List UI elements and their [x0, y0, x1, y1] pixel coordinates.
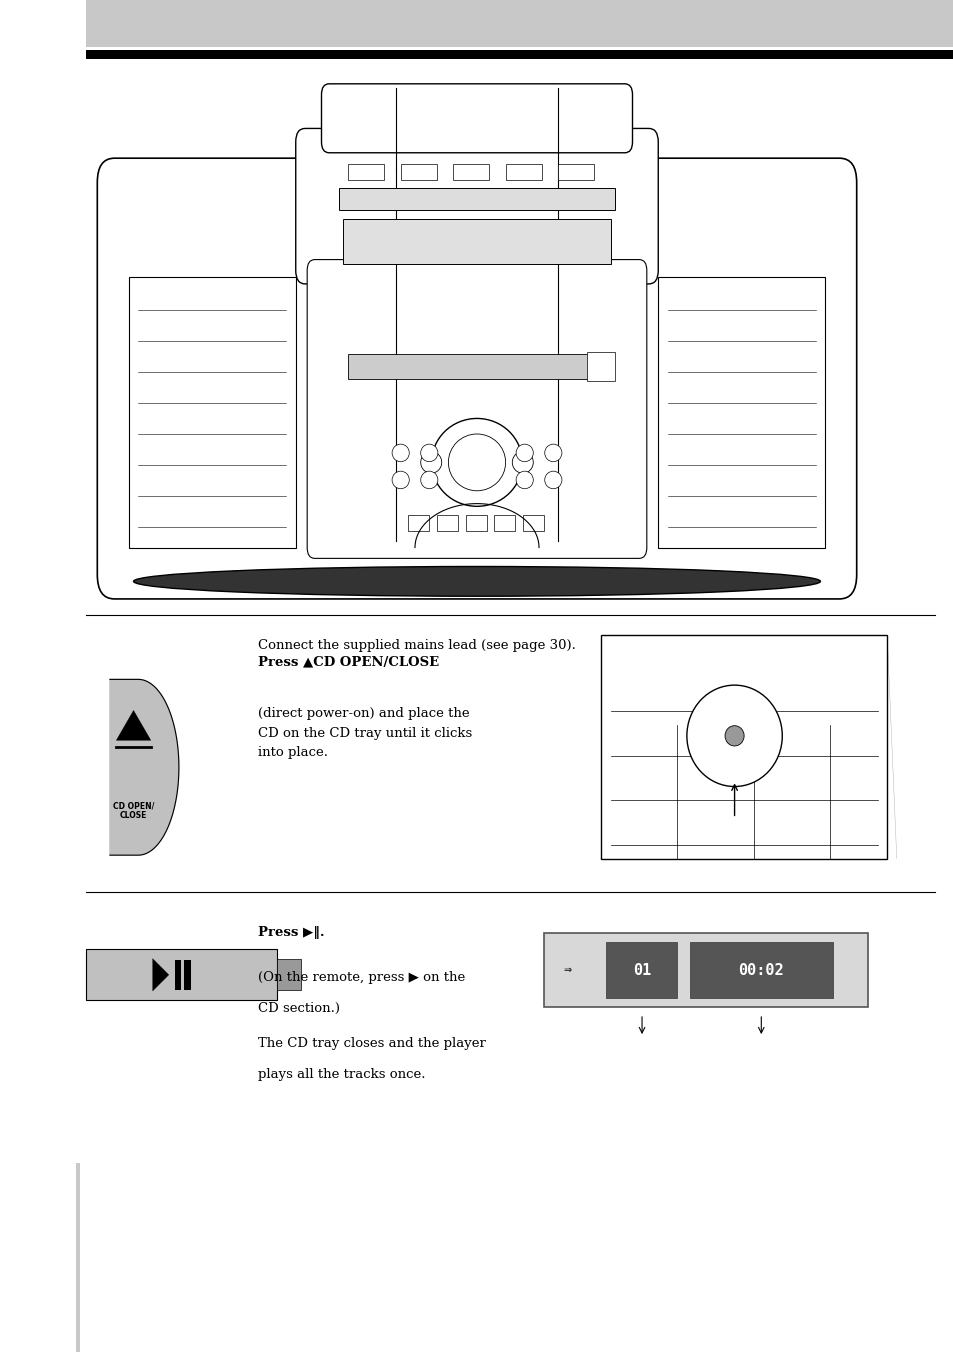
Bar — [184, 960, 191, 990]
Bar — [465, 515, 486, 531]
Bar — [689, 942, 832, 998]
Ellipse shape — [133, 566, 820, 596]
Ellipse shape — [544, 443, 561, 462]
Ellipse shape — [392, 443, 409, 462]
Bar — [86, 50, 953, 59]
Text: 01: 01 — [632, 963, 651, 977]
Bar — [129, 277, 295, 548]
Ellipse shape — [544, 470, 561, 488]
Text: 00:02: 00:02 — [738, 963, 783, 977]
Ellipse shape — [686, 685, 781, 787]
Bar — [543, 933, 867, 1007]
Text: Press ▲CD OPEN/CLOSE: Press ▲CD OPEN/CLOSE — [257, 656, 438, 669]
Bar — [600, 635, 886, 859]
Bar — [276, 960, 300, 990]
Bar — [453, 164, 489, 180]
Ellipse shape — [420, 452, 441, 473]
Ellipse shape — [516, 443, 533, 462]
Ellipse shape — [392, 470, 409, 488]
Text: Press ▶‖.: Press ▶‖. — [257, 926, 324, 940]
FancyBboxPatch shape — [295, 128, 658, 284]
Text: ⇒: ⇒ — [563, 965, 571, 975]
Ellipse shape — [512, 452, 533, 473]
FancyBboxPatch shape — [307, 260, 646, 558]
Bar — [343, 219, 610, 264]
Bar — [586, 352, 615, 381]
Polygon shape — [116, 711, 151, 741]
Bar — [658, 277, 824, 548]
Ellipse shape — [420, 443, 437, 462]
Ellipse shape — [516, 470, 533, 488]
Bar — [86, 949, 276, 1000]
FancyBboxPatch shape — [97, 158, 856, 599]
Bar — [505, 164, 541, 180]
Bar — [605, 942, 677, 998]
Bar — [348, 354, 605, 379]
Polygon shape — [152, 959, 169, 991]
Ellipse shape — [431, 419, 522, 507]
Ellipse shape — [724, 726, 743, 746]
FancyBboxPatch shape — [321, 84, 632, 153]
Bar — [494, 515, 515, 531]
Bar — [558, 164, 594, 180]
Bar — [408, 515, 429, 531]
Text: The CD tray closes and the player: The CD tray closes and the player — [257, 1037, 485, 1051]
Text: plays all the tracks once.: plays all the tracks once. — [257, 1068, 425, 1082]
Text: (direct power-on) and place the
CD on the CD tray until it clicks
into place.: (direct power-on) and place the CD on th… — [257, 707, 472, 758]
Text: Connect the supplied mains lead (see page 30).: Connect the supplied mains lead (see pag… — [257, 639, 575, 653]
Bar — [522, 515, 543, 531]
Bar — [86, 0, 953, 47]
Text: (On the remote, press ▶ on the: (On the remote, press ▶ on the — [257, 971, 464, 984]
Bar — [436, 515, 457, 531]
Ellipse shape — [420, 470, 437, 488]
Polygon shape — [110, 679, 178, 856]
Bar — [400, 164, 436, 180]
Text: CD section.): CD section.) — [257, 1002, 339, 1015]
Text: CD OPEN/
CLOSE: CD OPEN/ CLOSE — [112, 800, 154, 821]
Bar — [348, 164, 384, 180]
Bar — [338, 188, 615, 210]
Bar — [174, 960, 181, 990]
Bar — [76, 1163, 80, 1352]
Ellipse shape — [448, 434, 505, 491]
